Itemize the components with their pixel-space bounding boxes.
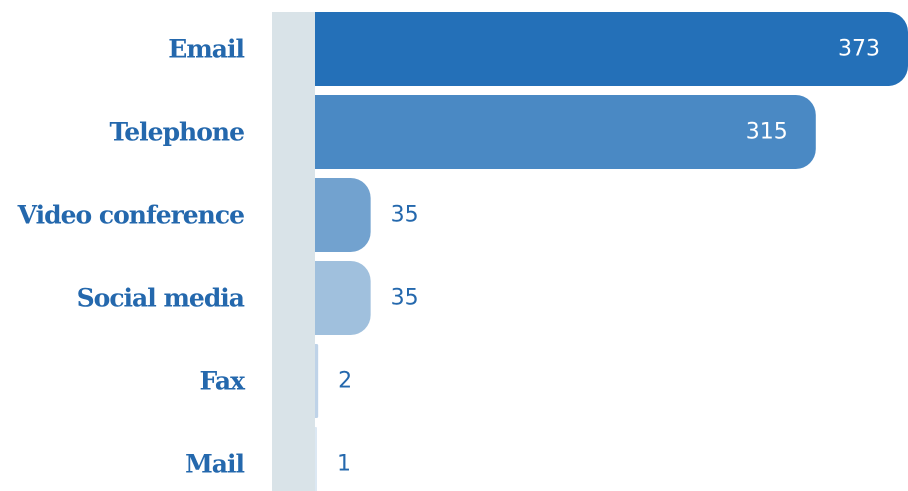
bar-social-media [315, 261, 371, 335]
bar-telephone [315, 95, 816, 169]
value-label: 373 [838, 37, 880, 62]
bar-video-conference [315, 178, 371, 252]
category-label: Fax [200, 367, 247, 396]
axis-band [272, 12, 315, 491]
category-label: Social media [77, 284, 245, 313]
bar-fax [315, 344, 319, 418]
category-label: Email [168, 35, 244, 64]
value-label: 315 [746, 120, 788, 145]
value-label: 35 [391, 286, 419, 311]
category-label: Telephone [110, 118, 245, 147]
value-label: 35 [391, 203, 419, 228]
value-label: 2 [338, 369, 352, 394]
category-label: Video conference [17, 201, 244, 230]
value-label: 1 [337, 452, 351, 477]
bar-email [315, 12, 908, 86]
category-label: Mail [185, 450, 244, 479]
bar-mail [315, 427, 317, 491]
